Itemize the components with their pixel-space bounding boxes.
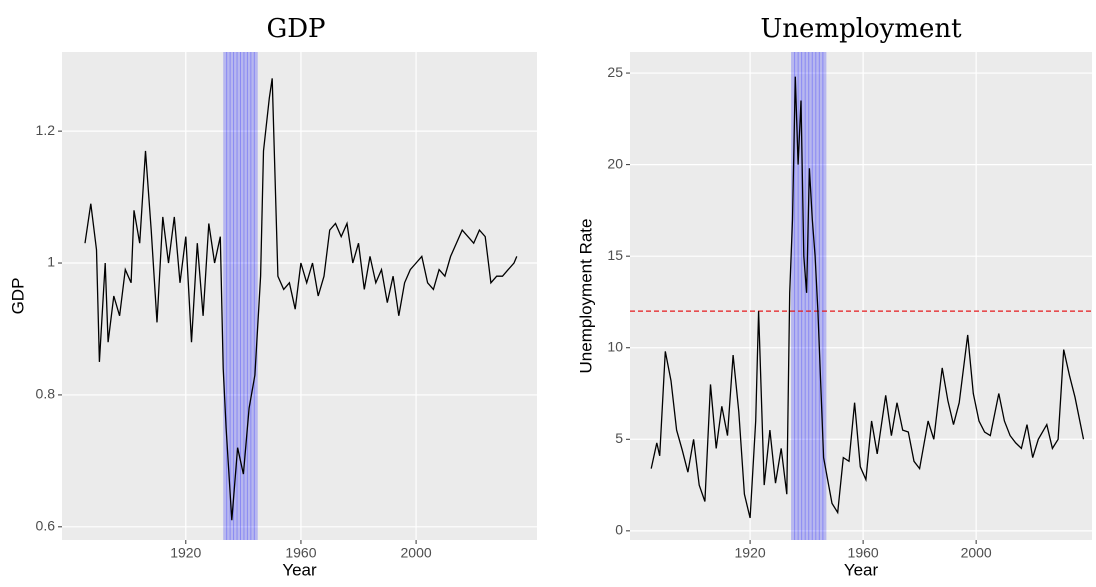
- y-tick-label: 0.8: [36, 386, 56, 402]
- chart-title: Unemployment: [760, 14, 962, 44]
- y-tick-label: 15: [607, 247, 623, 263]
- x-tick-label: 1960: [285, 545, 316, 561]
- y-axis-title: Unemployment Rate: [576, 219, 595, 374]
- y-tick-label: 20: [607, 155, 623, 171]
- panel-background: [62, 52, 537, 540]
- y-tick-label: 0: [615, 522, 623, 538]
- y-tick-label: 25: [607, 64, 623, 80]
- x-axis-title: Year: [282, 560, 317, 579]
- y-tick-label: 0.6: [36, 518, 56, 534]
- y-tick-label: 1: [47, 254, 55, 270]
- x-tick-label: 1920: [735, 545, 766, 561]
- y-axis-title: GDP: [8, 278, 27, 315]
- x-tick-label: 1920: [170, 545, 201, 561]
- y-tick-label: 10: [607, 338, 623, 354]
- data-line: [650, 76, 1085, 519]
- x-tick-label: 2000: [961, 545, 992, 561]
- y-tick-label: 1.2: [36, 122, 56, 138]
- x-axis-title: Year: [844, 560, 879, 579]
- y-tick-label: 5: [615, 430, 623, 446]
- chart-title: GDP: [266, 14, 325, 44]
- data-line: [84, 78, 518, 521]
- x-tick-label: 2000: [401, 545, 432, 561]
- x-tick-label: 1960: [848, 545, 879, 561]
